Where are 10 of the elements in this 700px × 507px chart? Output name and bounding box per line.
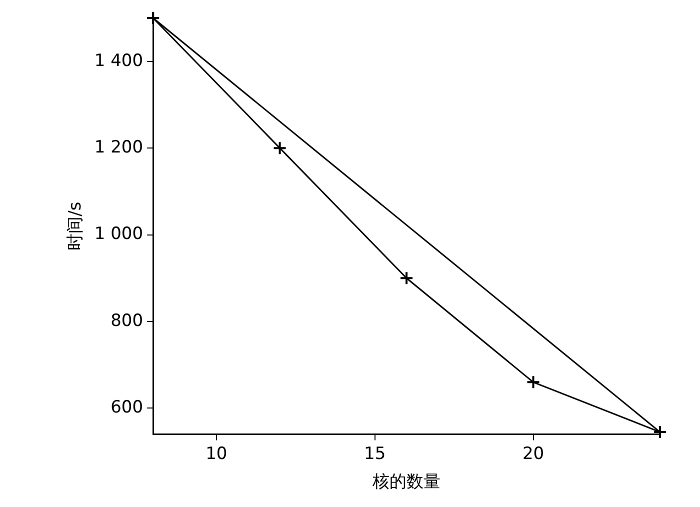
x-tick-label: 20 — [522, 444, 544, 464]
x-axis-title: 核的数量 — [372, 472, 441, 492]
y-tick-label: 1 200 — [94, 137, 144, 158]
y-tick-label: 800 — [110, 310, 144, 331]
x-tick-label: 15 — [364, 444, 386, 464]
y-axis-title: 时间/s — [66, 202, 86, 250]
y-tick-label: 600 — [110, 398, 144, 418]
y-tick-label: 1 400 — [94, 50, 144, 71]
y-tick-label: 1 000 — [94, 224, 144, 244]
x-tick-label: 10 — [206, 444, 228, 464]
